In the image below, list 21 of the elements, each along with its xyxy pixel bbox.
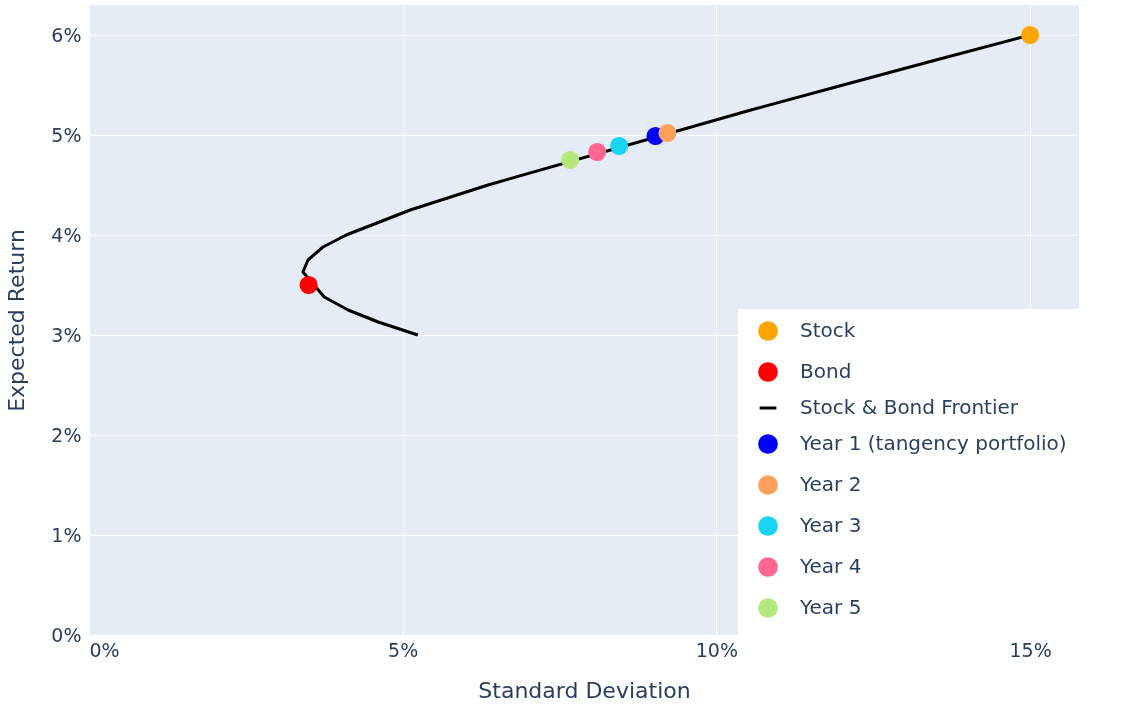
y-tick-label: 0% [51, 623, 82, 646]
x-tick-label: 15% [1009, 638, 1052, 661]
y-tick-label: 5% [51, 123, 82, 146]
y-tick-label: 4% [51, 223, 82, 246]
legend-label: Year 4 [799, 554, 862, 578]
y-axis-title: Expected Return [4, 229, 30, 412]
y-tick-label: 1% [51, 523, 82, 546]
x-tick-label: 5% [388, 638, 419, 661]
legend-label: Year 1 (tangency portfolio) [799, 431, 1067, 455]
legend-label: Bond [800, 359, 852, 383]
y-tick-label: 3% [51, 323, 82, 346]
legend-label: Year 2 [799, 472, 862, 496]
legend-label: Year 3 [799, 513, 862, 537]
y-tick-label: 6% [51, 23, 82, 46]
x-axis-title: Standard Deviation [478, 677, 691, 703]
legend-label: Year 5 [799, 595, 862, 619]
x-tick-label: 10% [695, 638, 738, 661]
x-tick-label: 0% [89, 638, 120, 661]
legend-label: Stock [800, 318, 856, 342]
legend-label: Stock & Bond Frontier [800, 395, 1019, 419]
y-tick-label: 2% [51, 423, 82, 446]
